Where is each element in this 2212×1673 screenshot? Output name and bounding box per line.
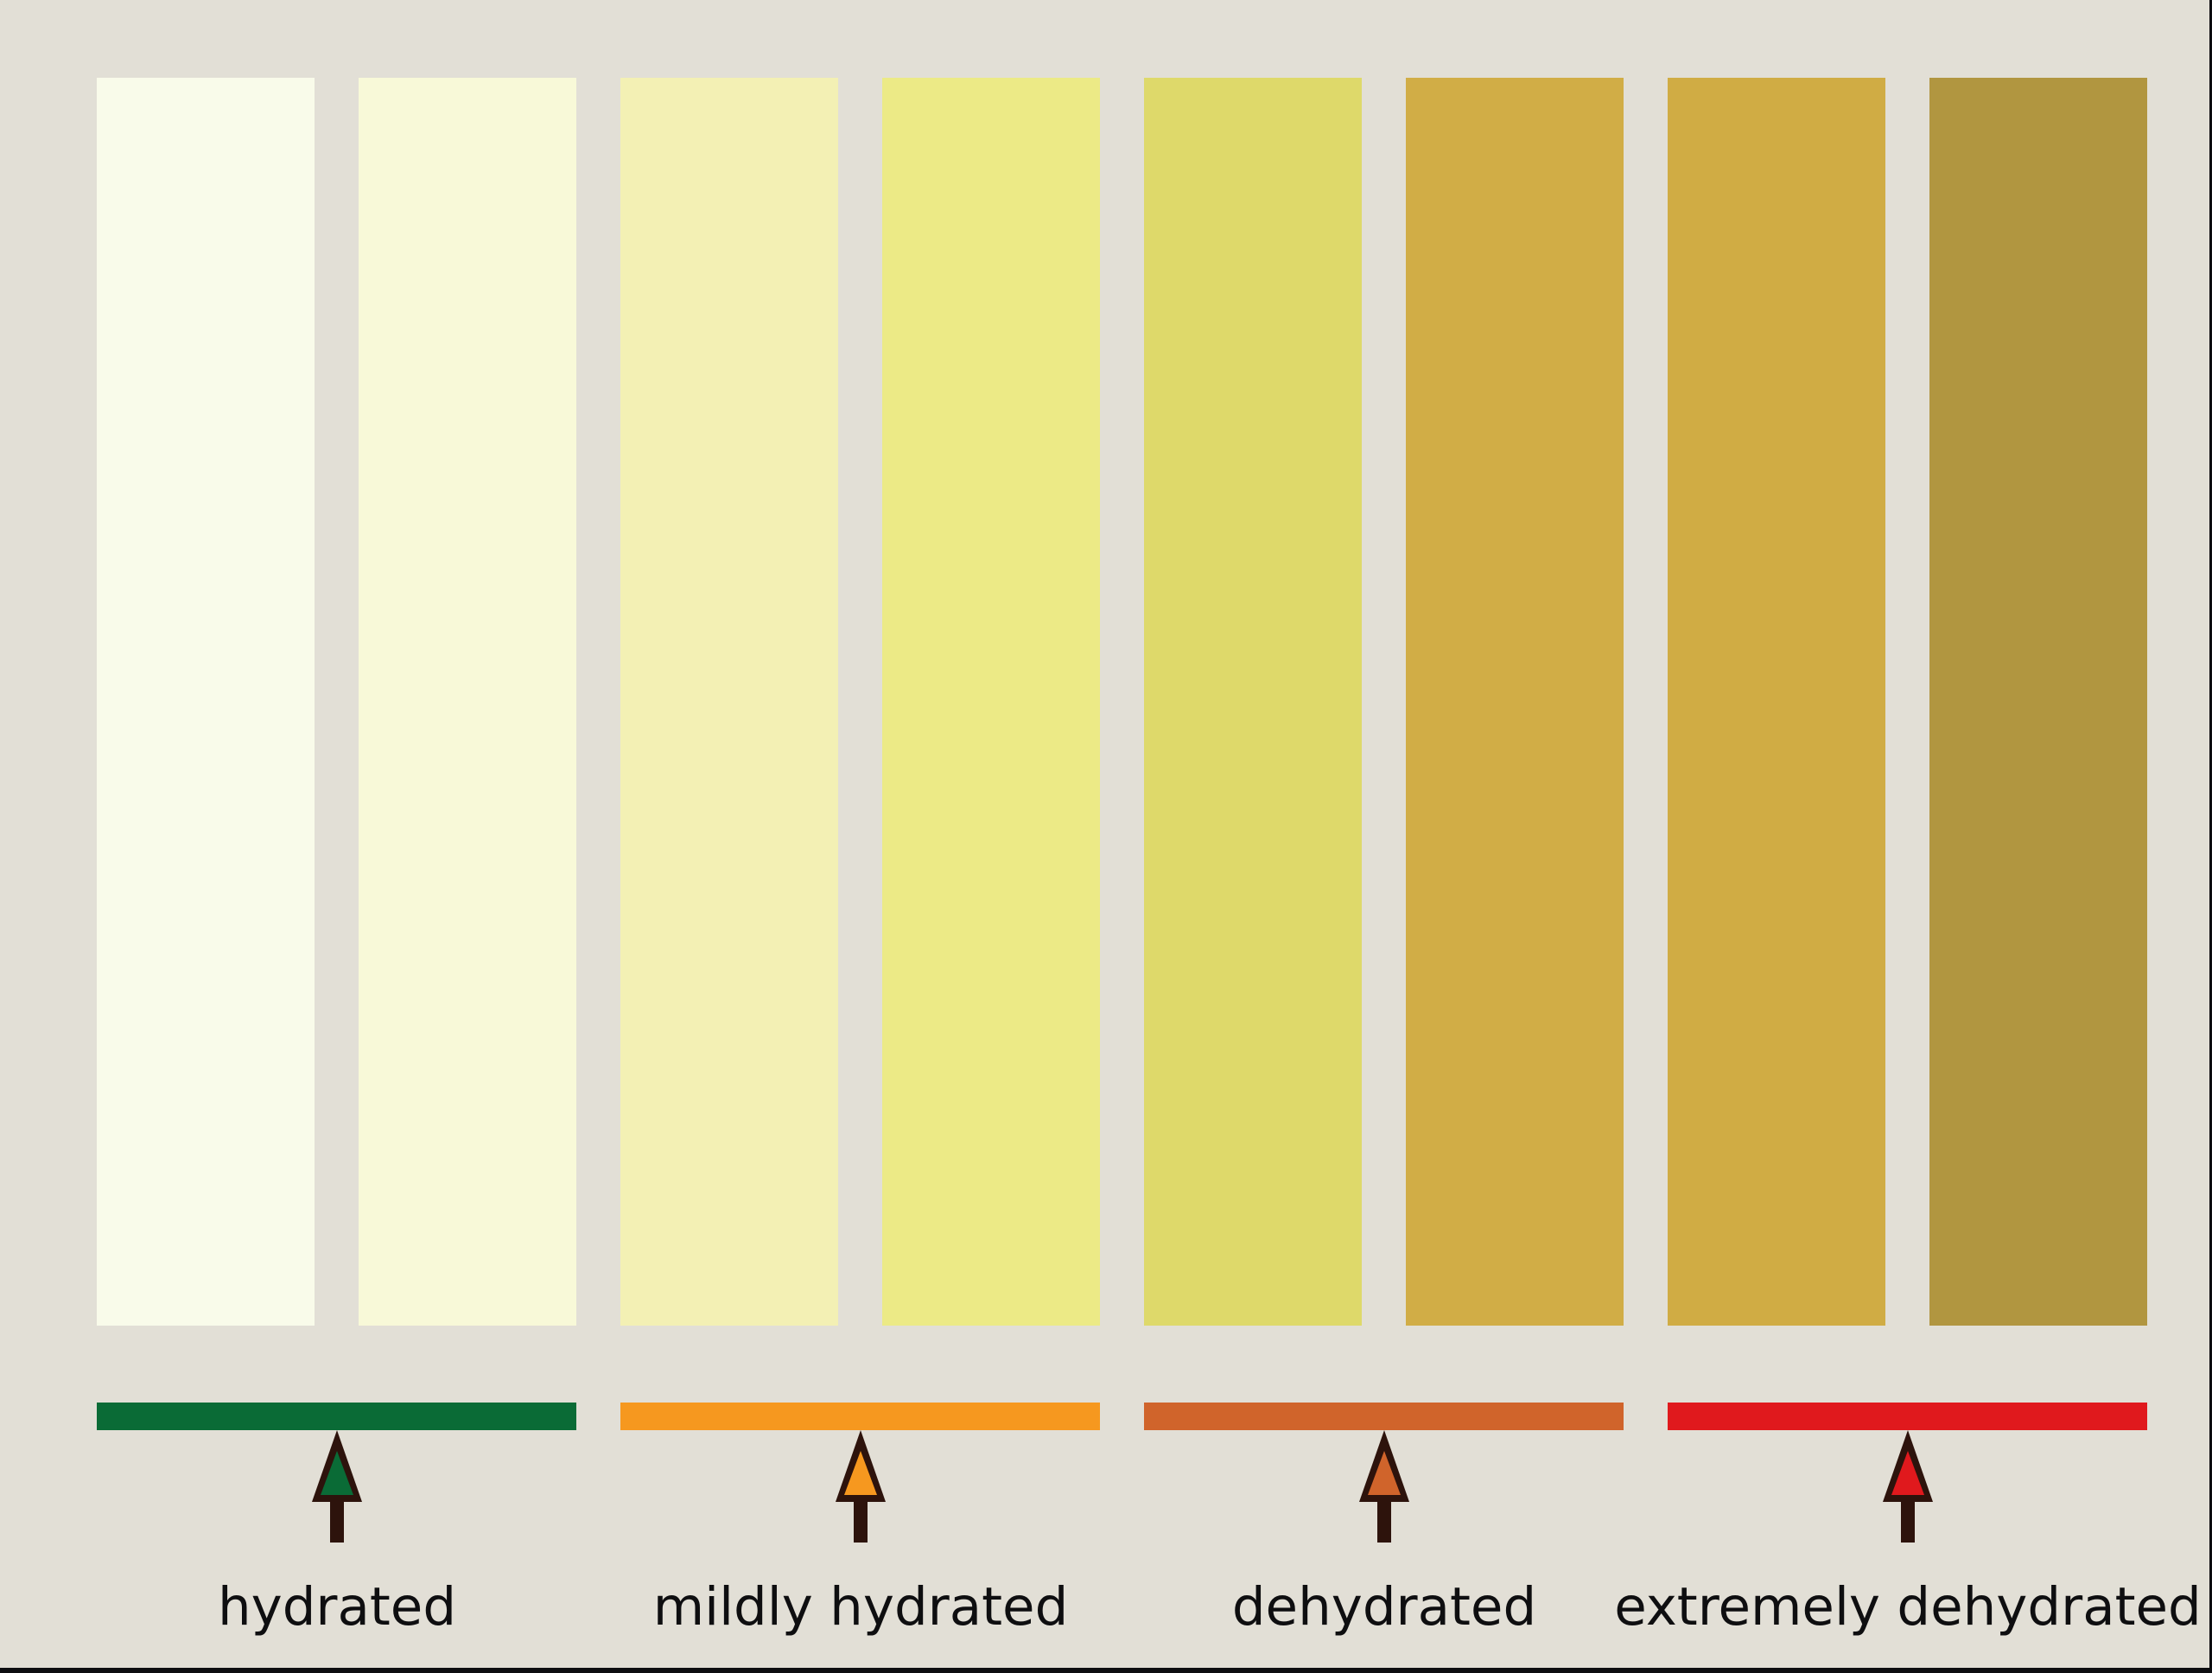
- urine-shade-5: [1144, 78, 1362, 1326]
- up-arrow-icon: [1882, 1430, 1933, 1543]
- level-label: extremely dehydrated: [1614, 1576, 2202, 1638]
- level-range-line: [1668, 1403, 2147, 1430]
- urine-shade-6: [1406, 78, 1624, 1326]
- level-range-line: [1144, 1403, 1624, 1430]
- up-arrow-icon: [311, 1430, 362, 1543]
- urine-shade-7: [1668, 78, 1885, 1326]
- urine-shade-1: [97, 78, 315, 1326]
- level-range-line: [620, 1403, 1100, 1430]
- right-edge-border: [2209, 0, 2212, 1673]
- level-label: mildly hydrated: [652, 1576, 1069, 1638]
- level-label: hydrated: [217, 1576, 457, 1638]
- level-label: dehydrated: [1231, 1576, 1537, 1638]
- urine-shade-2: [359, 78, 576, 1326]
- up-arrow-icon: [835, 1430, 886, 1543]
- urine-shade-3: [620, 78, 838, 1326]
- urine-shade-8: [1929, 78, 2147, 1326]
- level-range-line: [97, 1403, 576, 1430]
- bottom-edge-border: [0, 1668, 2212, 1673]
- urine-shade-4: [882, 78, 1100, 1326]
- up-arrow-icon: [1358, 1430, 1409, 1543]
